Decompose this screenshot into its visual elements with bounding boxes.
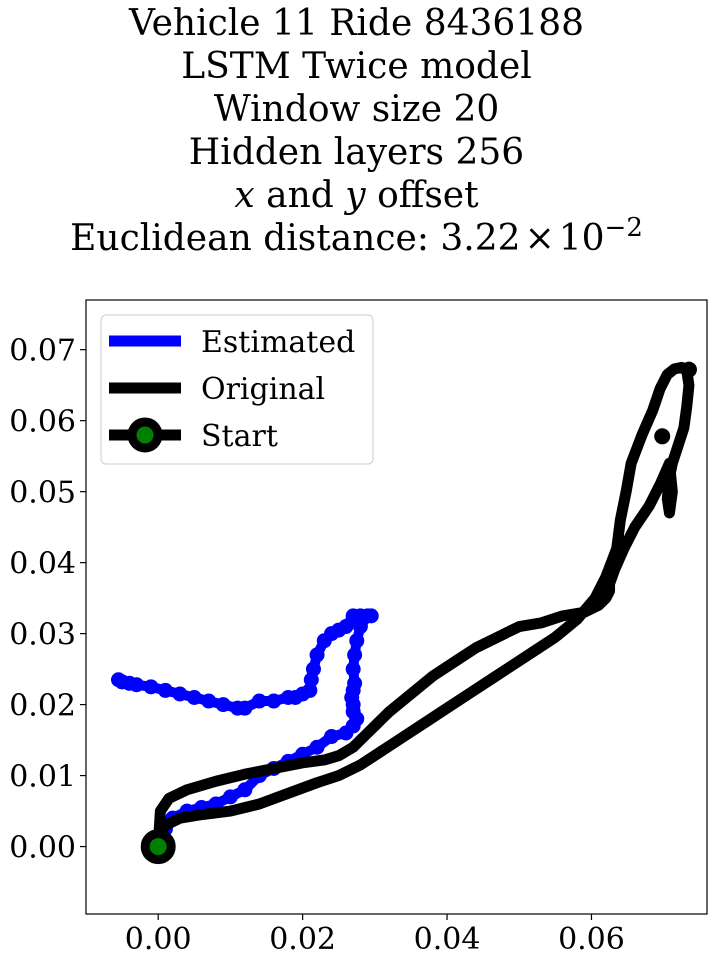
chart-title-block: Vehicle 11 Ride 8436188 LSTM Twice model…	[0, 2, 713, 260]
estimated-point	[186, 690, 202, 706]
plot-area	[110, 361, 697, 865]
title-line-1: Vehicle 11 Ride 8436188	[128, 3, 585, 44]
distance-exponent: −2	[604, 213, 643, 243]
estimated-point	[201, 693, 217, 709]
estimated-point	[251, 693, 267, 709]
title-line-3: Window size 20	[213, 89, 500, 130]
plot-frame	[85, 299, 708, 915]
y-tick-label: 0.03	[9, 618, 76, 653]
estimated-point	[143, 679, 159, 695]
x-tick-label: 0.04	[414, 922, 481, 957]
title-line-2: LSTM Twice model	[181, 46, 532, 87]
original-end-marker	[680, 361, 697, 378]
y-tick-label: 0.06	[9, 405, 76, 440]
title-line-5: x and y offset	[0, 174, 713, 217]
axes: 0.00 0.02 0.04 0.06 0.00 0.01 0.02 0.03 0.04 0.05…	[9, 334, 625, 957]
legend: Estimated Original Start	[100, 314, 374, 465]
estimated-point	[230, 700, 246, 716]
x-variable: x	[234, 175, 255, 216]
y-tick-label: 0.02	[9, 689, 76, 724]
estimated-point	[345, 661, 361, 677]
offset-text: offset	[365, 175, 479, 216]
estimated-point	[110, 672, 126, 688]
estimated-point	[222, 789, 238, 805]
distance-base: 10	[558, 218, 605, 259]
legend-estimated-label: Estimated	[201, 325, 355, 360]
estimated-point	[352, 619, 368, 635]
estimated-point	[309, 647, 325, 663]
estimated-point	[280, 690, 296, 706]
y-tick-label: 0.00	[9, 831, 76, 866]
original-series-line	[152, 361, 695, 853]
legend-box	[100, 314, 374, 465]
y-tick-label: 0.05	[9, 476, 76, 511]
x-tick-label: 0.06	[558, 922, 625, 957]
x-tick-label: 0.00	[125, 922, 192, 957]
distance-label: Euclidean distance:	[70, 218, 441, 259]
y-tick-label: 0.07	[9, 334, 76, 369]
estimated-point	[215, 697, 231, 713]
estimated-point	[324, 729, 340, 745]
estimated-point	[237, 782, 253, 798]
x-tick-label: 0.02	[269, 922, 336, 957]
title-line-4: Hidden layers 256	[188, 132, 525, 173]
estimated-point	[347, 675, 363, 691]
estimated-point	[157, 682, 173, 698]
start-marker	[140, 829, 176, 865]
estimated-point	[316, 633, 332, 649]
y-tick-label: 0.04	[9, 547, 76, 582]
estimated-point	[347, 647, 363, 663]
estimated-point	[172, 686, 188, 702]
legend-start-label: Start	[201, 419, 278, 454]
estimated-point	[309, 739, 325, 755]
legend-start-marker	[127, 417, 163, 453]
and-text: and	[254, 175, 346, 216]
legend-original-label: Original	[201, 372, 325, 407]
estimated-point	[345, 608, 361, 624]
estimated-point	[266, 693, 282, 709]
y-variable: y	[345, 175, 366, 216]
estimated-point	[349, 633, 365, 649]
y-tick-label: 0.01	[9, 760, 76, 795]
title-line-6: Euclidean distance: 3.22 × 10−2	[0, 215, 713, 260]
original-end-marker	[654, 428, 671, 445]
distance-mantissa: 3.22	[440, 218, 521, 259]
distance-times: ×	[524, 218, 555, 259]
estimated-point	[363, 608, 379, 624]
